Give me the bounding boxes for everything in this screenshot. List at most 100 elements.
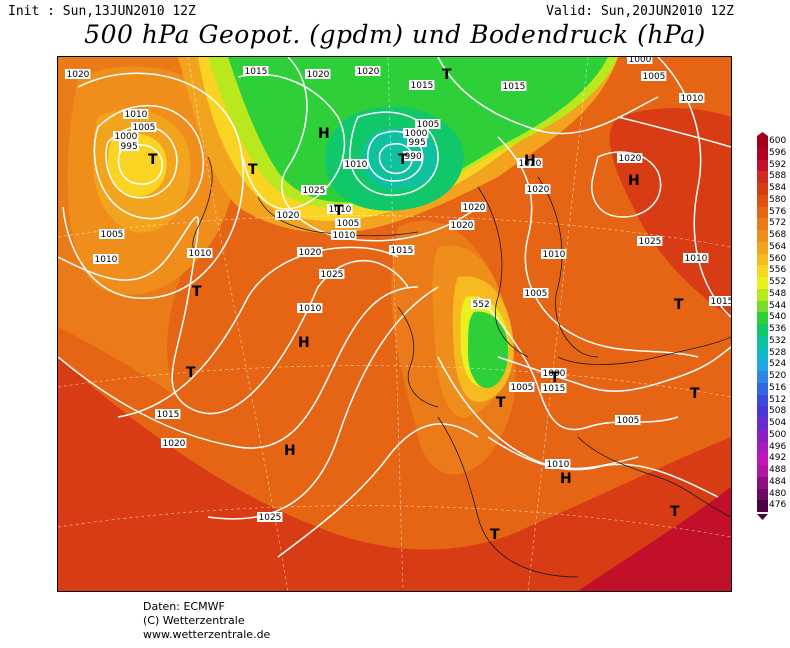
pressure-label-box — [123, 109, 149, 119]
legend-swatch — [757, 312, 768, 325]
pressure-label: 1000 — [627, 57, 653, 65]
low-pressure-center: T — [186, 365, 196, 381]
pressure-label-text: 1000 — [115, 132, 138, 142]
pressure-label-box — [461, 202, 487, 212]
legend-swatch — [757, 265, 768, 278]
low-pressure-center: T — [496, 395, 506, 411]
legend-value: 488 — [769, 465, 787, 475]
low-pressure-center: T — [674, 297, 684, 313]
pressure-label: 1010 — [93, 254, 119, 265]
pressure-label-text: 1010 — [189, 249, 212, 259]
legend-swatch — [757, 324, 768, 337]
pressure-label: 1025 — [301, 185, 327, 196]
pressure-label-box — [113, 131, 139, 141]
pressure-label-box — [275, 210, 301, 220]
pressure-label: 1005 — [99, 229, 125, 240]
legend-swatch — [757, 136, 768, 149]
pressure-label-box — [641, 71, 667, 81]
pressure-label-box — [343, 159, 369, 169]
pressure-label-box — [305, 69, 331, 79]
pressure-label-text: 1020 — [451, 221, 474, 231]
pressure-label: 990 — [403, 151, 423, 162]
legend-value: 548 — [769, 288, 787, 299]
legend-swatch — [757, 429, 768, 442]
pressure-label-box — [335, 218, 361, 228]
pressure-label-text: 1005 — [511, 383, 534, 393]
legend-swatch — [757, 183, 768, 196]
legend-value: 532 — [769, 335, 787, 346]
legend-top-arrow — [757, 132, 768, 136]
pressure-label-box — [407, 137, 427, 147]
low-pressure-center: T — [550, 370, 560, 386]
pressure-label-box — [403, 151, 423, 161]
pressure-label-text: 1010 — [125, 110, 148, 120]
pressure-label-box — [297, 303, 323, 313]
legend-swatch — [757, 253, 768, 266]
pressure-label-text: 1010 — [333, 231, 356, 241]
init-time-label: Init : Sun,13JUN2010 12Z — [8, 4, 196, 19]
pressure-label-text: 1020 — [163, 439, 186, 449]
legend-value: 540 — [769, 312, 787, 323]
pressure-label-box — [541, 249, 567, 259]
pressure-label-text: 1005 — [643, 72, 666, 82]
legend-swatch — [757, 359, 768, 372]
high-pressure-center: H — [560, 471, 572, 487]
pressure-label: 1000 — [113, 131, 139, 142]
pressure-label: 1025 — [319, 269, 345, 280]
low-pressure-center: T — [148, 152, 158, 168]
pressure-label: 1020 — [275, 210, 301, 221]
pressure-label: 1015 — [501, 81, 527, 92]
legend-value: 552 — [769, 277, 787, 287]
legend-value: 596 — [769, 147, 787, 158]
legend-swatch — [757, 418, 768, 431]
legend-value: 592 — [769, 159, 787, 170]
legend-value: 520 — [769, 371, 787, 381]
pressure-label-box — [319, 269, 345, 279]
legend-value: 560 — [769, 253, 787, 264]
pressure-label-box — [415, 119, 441, 129]
legend-value: 580 — [769, 194, 787, 205]
map-title: 500 hPa Geopot. (gpdm) und Bodendruck (h… — [84, 20, 706, 49]
pressure-label-text: 1005 — [617, 416, 640, 426]
legend-value: 516 — [769, 382, 787, 393]
pressure-label: 1020 — [617, 153, 643, 164]
legend-value: 492 — [769, 453, 787, 464]
pressure-label: 1020 — [161, 438, 187, 449]
legend-value: 536 — [769, 324, 787, 334]
legend-swatch — [757, 218, 768, 231]
low-pressure-center: T — [442, 67, 452, 83]
pressure-label-box — [99, 229, 125, 239]
weather-map: 1020 1015 1020 1020 1015 1015 1010 1005 1000 995 1… — [57, 56, 732, 592]
pressure-label-text: 1010 — [95, 255, 118, 265]
pressure-label-box — [155, 409, 181, 419]
pressure-label-box — [541, 368, 567, 378]
pressure-label: 1020 — [65, 69, 91, 80]
pressure-label-box — [257, 512, 283, 522]
legend-value: 508 — [769, 406, 787, 417]
pressure-label: 1020 — [461, 202, 487, 213]
pressure-label: 1010 — [187, 248, 213, 259]
pressure-label-text: 1005 — [133, 123, 156, 133]
legend-value: 524 — [769, 359, 787, 370]
pressure-label-box — [65, 69, 91, 79]
pressure-label-text: 1005 — [101, 230, 124, 240]
legend-arrows — [757, 132, 768, 520]
pressure-label-text: 1020 — [357, 67, 380, 77]
pressure-label-text: 1020 — [307, 70, 330, 80]
pressure-label-box — [517, 158, 543, 168]
legend-value: 584 — [769, 183, 787, 193]
pressure-label: 1010 — [541, 249, 567, 260]
low-pressure-center: T — [670, 504, 680, 520]
pressure-label: 1015 — [709, 296, 731, 307]
pressure-label-box — [389, 245, 415, 255]
credit-website[interactable]: www.wetterzentrale.de — [143, 628, 271, 641]
legend-value: 480 — [769, 488, 787, 499]
pressure-label: 995 — [407, 137, 427, 148]
pressure-label-text: 1010 — [299, 304, 322, 314]
legend-swatch — [757, 371, 768, 384]
pressure-label: 1025 — [637, 236, 663, 247]
pressure-label: 1020 — [449, 220, 475, 231]
pressure-label: 1020 — [355, 66, 381, 77]
credit-copyright: (C) Wetterzentrale — [143, 614, 245, 627]
